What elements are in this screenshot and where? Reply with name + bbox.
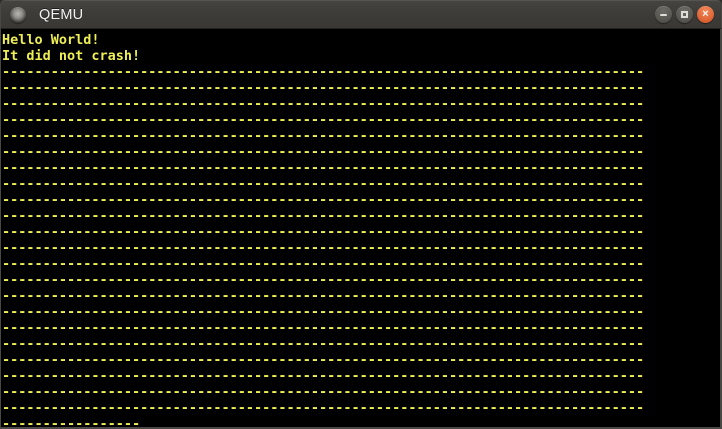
terminal-line: Hello World! xyxy=(2,32,100,48)
qemu-circle-icon xyxy=(10,6,26,23)
terminal-line: ----------------------------------------… xyxy=(2,96,645,112)
terminal-line: It did not crash! xyxy=(2,48,141,64)
terminal-line: ----------------------------------------… xyxy=(2,352,645,368)
terminal-line: ----------------------------------------… xyxy=(2,64,645,80)
window-title: QEMU xyxy=(39,6,84,23)
terminal-line: ----------------------------------------… xyxy=(2,128,645,144)
terminal-line: ----------------------------------------… xyxy=(2,240,645,256)
terminal-line: ----------------------------------------… xyxy=(2,272,645,288)
terminal-line: ----------------------------------------… xyxy=(2,192,645,208)
minimize-button[interactable] xyxy=(655,6,672,23)
terminal-line: ----------------------------------------… xyxy=(2,320,645,336)
terminal-line: ----------------------------------------… xyxy=(2,288,645,304)
terminal-line: ----------------------------------------… xyxy=(2,144,645,160)
terminal-line: ----------------------------------------… xyxy=(2,304,645,320)
terminal-line: ----------------------------------------… xyxy=(2,336,645,352)
terminal-line: ----------------- xyxy=(2,416,141,427)
minimize-icon xyxy=(655,6,672,23)
maximize-icon xyxy=(676,6,693,23)
terminal-line: ----------------------------------------… xyxy=(2,160,645,176)
terminal-line: ----------------------------------------… xyxy=(2,208,645,224)
terminal-line: ----------------------------------------… xyxy=(2,176,645,192)
terminal-line: ----------------------------------------… xyxy=(2,224,645,240)
close-icon: × xyxy=(702,8,709,20)
window-controls: × xyxy=(655,6,714,23)
terminal-console-output[interactable]: Hello World! It did not crash! -----------… xyxy=(2,32,718,427)
terminal-line: ----------------------------------------… xyxy=(2,112,645,128)
terminal-line: ----------------------------------------… xyxy=(2,80,645,96)
terminal-line: ----------------------------------------… xyxy=(2,368,645,384)
terminal-screen-frame[interactable]: Hello World! It did not crash! -----------… xyxy=(0,29,722,429)
window-titlebar[interactable]: QEMU × xyxy=(0,0,722,29)
terminal-line: ----------------------------------------… xyxy=(2,256,645,272)
terminal-line: ----------------------------------------… xyxy=(2,400,645,416)
maximize-button[interactable] xyxy=(676,6,693,23)
close-button[interactable]: × xyxy=(697,6,714,23)
terminal-line: ----------------------------------------… xyxy=(2,384,645,400)
